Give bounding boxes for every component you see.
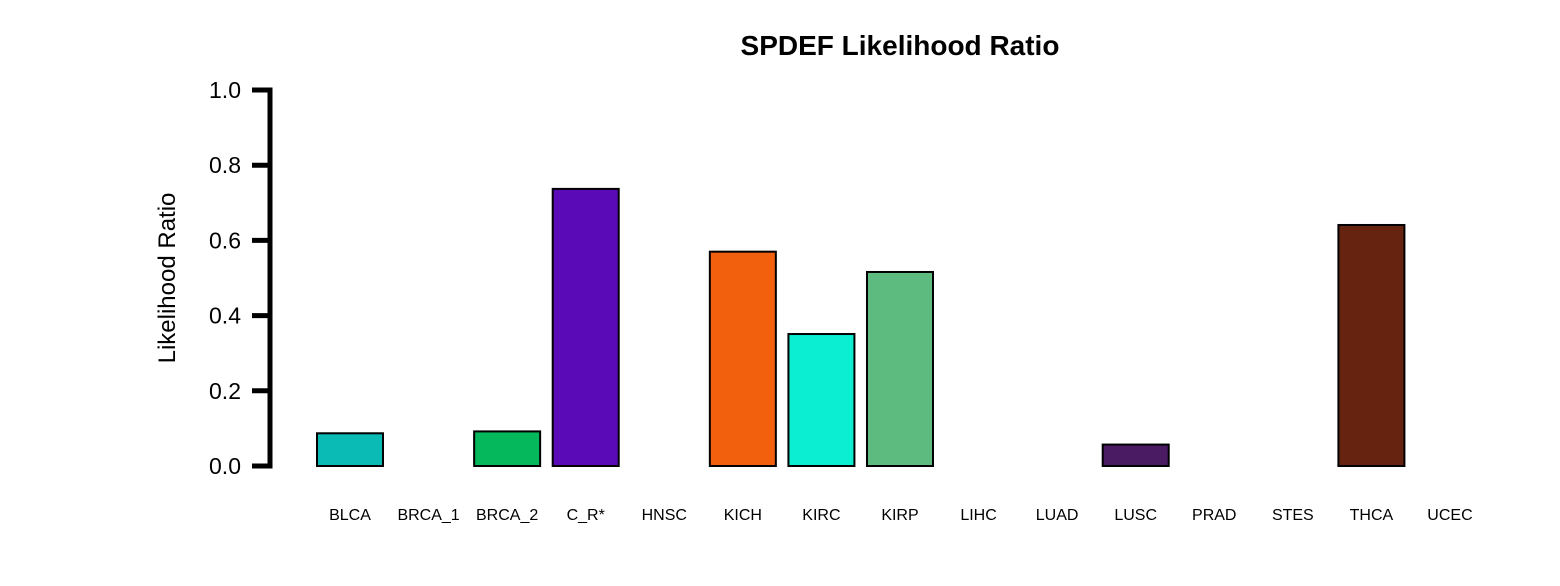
bars	[316, 187, 1406, 468]
y-tick-label: 0.0	[209, 453, 241, 479]
y-tick-label: 0.6	[209, 227, 241, 253]
chart-title: SPDEF Likelihood Ratio	[741, 30, 1060, 61]
x-tick-label: BRCA_2	[476, 507, 538, 524]
bar-kirc	[787, 333, 856, 467]
bar-kich	[708, 250, 777, 467]
y-axis: 0.0 0.2 0.4 0.6 0.8 1.0	[209, 77, 273, 479]
y-tick-label: 1.0	[209, 77, 241, 103]
x-tick-label: BLCA	[329, 507, 371, 524]
x-tick-label: KIRP	[881, 507, 918, 524]
x-tick-label: C_R*	[567, 507, 605, 524]
bar-lusc	[1101, 443, 1170, 467]
x-tick-label: HNSC	[642, 507, 687, 524]
bar-kirp	[865, 270, 934, 468]
bar-brca-2	[473, 430, 542, 467]
bar-thca	[1337, 223, 1406, 467]
x-tick-label: KICH	[724, 507, 762, 524]
y-axis-label: Likelihood Ratio	[154, 193, 181, 364]
x-tick-label: THCA	[1350, 507, 1394, 524]
x-tick-label: UCEC	[1427, 507, 1472, 524]
x-tick-label: STES	[1272, 507, 1314, 524]
x-tick-label: LUSC	[1114, 507, 1157, 524]
x-tick-label: KIRC	[802, 507, 840, 524]
y-tick-label: 0.4	[209, 303, 241, 329]
x-tick-label: PRAD	[1192, 507, 1236, 524]
bar-c-r	[551, 187, 620, 467]
x-tick-label: LUAD	[1036, 507, 1079, 524]
bar-blca	[316, 432, 384, 467]
y-tick-label: 0.8	[209, 152, 241, 178]
y-tick-label: 0.2	[209, 378, 241, 404]
x-tick-label: LIHC	[960, 507, 996, 524]
x-axis-tick-labels: BLCA BRCA_1 BRCA_2 C_R* HNSC KICH KIRC KIRP LIHC…	[329, 507, 1473, 524]
x-tick-label: BRCA_1	[397, 507, 459, 524]
